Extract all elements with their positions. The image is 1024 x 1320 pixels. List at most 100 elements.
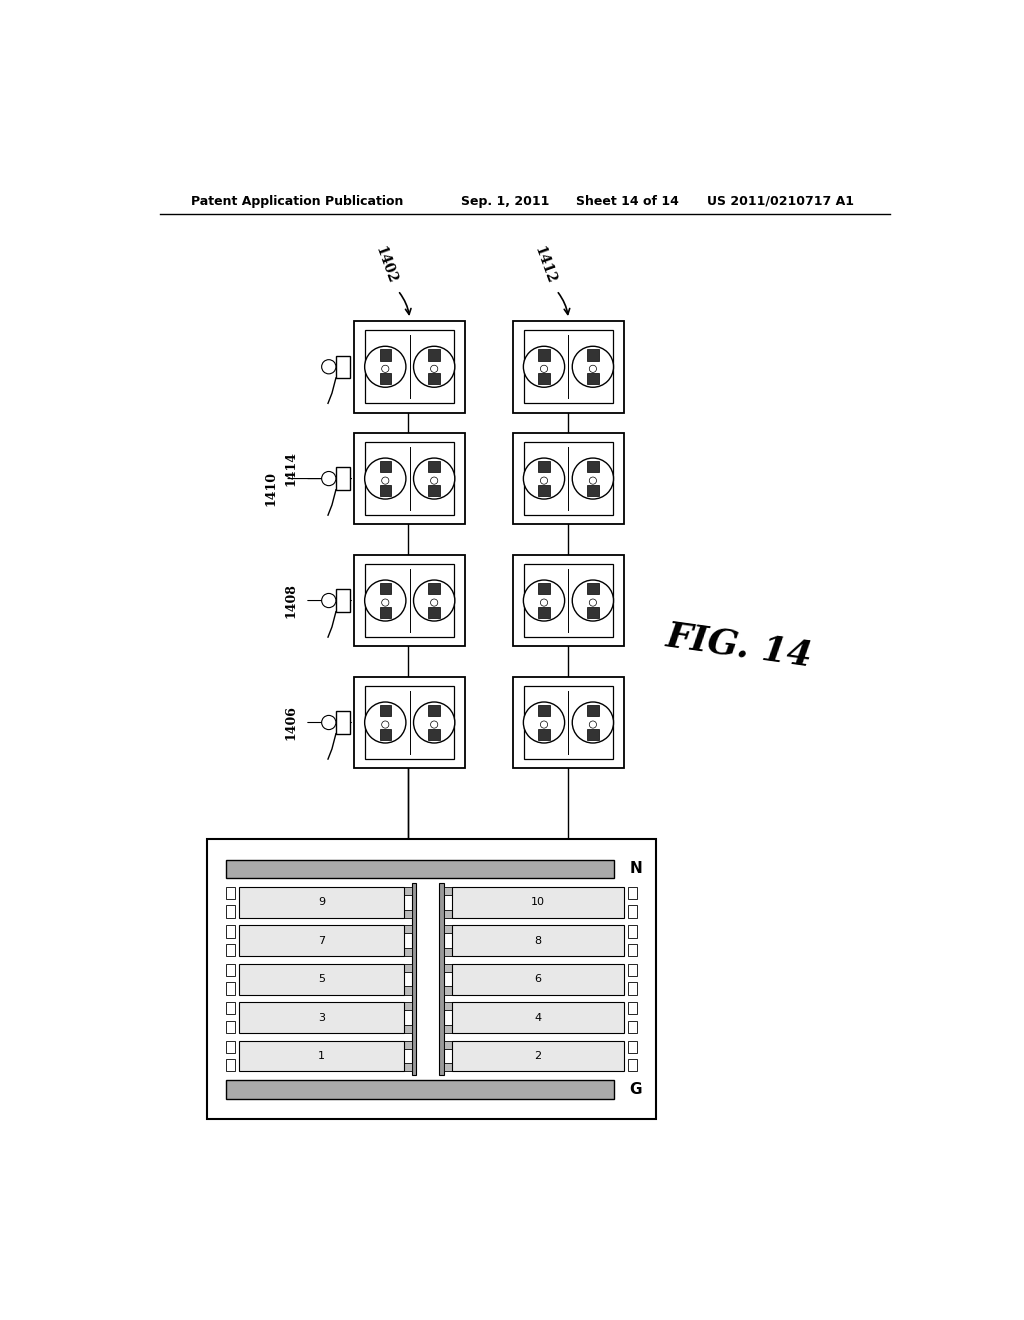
Text: 3: 3 xyxy=(317,1012,325,1023)
Ellipse shape xyxy=(572,579,613,620)
Ellipse shape xyxy=(365,702,406,743)
Ellipse shape xyxy=(541,477,548,484)
Text: 1414: 1414 xyxy=(285,451,297,486)
Text: 7: 7 xyxy=(317,936,325,945)
Text: 8: 8 xyxy=(535,936,542,945)
Bar xyxy=(453,964,624,994)
Bar xyxy=(539,729,550,741)
Bar xyxy=(628,982,638,994)
Bar xyxy=(225,982,236,994)
Ellipse shape xyxy=(322,715,336,730)
Bar xyxy=(380,1024,412,1034)
Bar xyxy=(524,686,613,759)
Bar xyxy=(380,461,391,473)
Bar xyxy=(539,583,550,594)
Bar xyxy=(587,705,599,717)
Bar xyxy=(225,1040,236,1053)
Bar xyxy=(380,1063,412,1072)
Bar xyxy=(539,350,550,360)
Ellipse shape xyxy=(322,594,336,607)
Bar xyxy=(587,461,599,473)
Text: 9: 9 xyxy=(317,898,325,907)
Bar xyxy=(628,1059,638,1072)
Bar xyxy=(539,374,550,384)
Ellipse shape xyxy=(382,599,389,606)
Ellipse shape xyxy=(541,721,548,729)
Ellipse shape xyxy=(382,366,389,372)
Bar xyxy=(453,887,624,917)
Bar xyxy=(628,1002,638,1014)
Bar xyxy=(444,964,476,972)
Ellipse shape xyxy=(414,702,455,743)
Ellipse shape xyxy=(430,721,438,729)
Bar xyxy=(587,374,599,384)
Ellipse shape xyxy=(365,458,406,499)
Bar xyxy=(513,433,624,524)
Bar xyxy=(428,461,440,473)
Bar xyxy=(444,1040,476,1049)
Bar xyxy=(240,1002,403,1034)
Bar xyxy=(225,964,236,975)
Bar xyxy=(366,442,455,515)
Text: 4: 4 xyxy=(535,1012,542,1023)
Bar xyxy=(380,964,412,972)
Bar xyxy=(336,467,350,490)
Bar xyxy=(380,986,412,994)
Bar xyxy=(513,321,624,412)
Ellipse shape xyxy=(365,346,406,387)
Ellipse shape xyxy=(541,366,548,372)
Bar xyxy=(354,677,465,768)
Bar xyxy=(444,1024,476,1034)
Bar xyxy=(444,925,476,933)
Ellipse shape xyxy=(322,471,336,486)
Bar xyxy=(587,607,599,618)
Text: 6: 6 xyxy=(535,974,542,985)
Bar xyxy=(380,887,412,895)
Text: Sep. 1, 2011: Sep. 1, 2011 xyxy=(461,194,550,207)
Bar xyxy=(380,909,412,917)
Bar xyxy=(428,350,440,360)
Bar xyxy=(412,883,417,1076)
Ellipse shape xyxy=(572,458,613,499)
Bar xyxy=(380,484,391,496)
Bar xyxy=(628,1040,638,1053)
Bar xyxy=(225,1080,614,1098)
Bar xyxy=(539,484,550,496)
Text: Patent Application Publication: Patent Application Publication xyxy=(191,194,403,207)
Bar xyxy=(444,948,476,956)
Bar xyxy=(453,1002,624,1034)
Bar xyxy=(439,883,444,1076)
Bar xyxy=(428,583,440,594)
Bar xyxy=(336,355,350,378)
Bar xyxy=(225,944,236,956)
Ellipse shape xyxy=(430,599,438,606)
Bar xyxy=(240,887,403,917)
Bar xyxy=(380,607,391,618)
Bar xyxy=(354,321,465,412)
Bar xyxy=(587,350,599,360)
Text: 1410: 1410 xyxy=(264,471,278,507)
Ellipse shape xyxy=(382,721,389,729)
Bar xyxy=(587,583,599,594)
Bar xyxy=(380,1040,412,1049)
Ellipse shape xyxy=(541,599,548,606)
Bar xyxy=(380,1002,412,1010)
Bar xyxy=(225,925,236,937)
Bar xyxy=(380,729,391,741)
Bar xyxy=(444,909,476,917)
Bar xyxy=(380,705,391,717)
Text: Sheet 14 of 14: Sheet 14 of 14 xyxy=(577,194,679,207)
Bar xyxy=(628,944,638,956)
Bar xyxy=(354,554,465,647)
Ellipse shape xyxy=(430,366,438,372)
Text: G: G xyxy=(630,1082,642,1097)
Bar xyxy=(207,840,655,1119)
Bar xyxy=(240,925,403,956)
Ellipse shape xyxy=(589,599,597,606)
Bar xyxy=(444,986,476,994)
Bar xyxy=(524,442,613,515)
Bar xyxy=(366,564,455,638)
Bar xyxy=(380,583,391,594)
Bar xyxy=(354,433,465,524)
Bar xyxy=(225,887,236,899)
